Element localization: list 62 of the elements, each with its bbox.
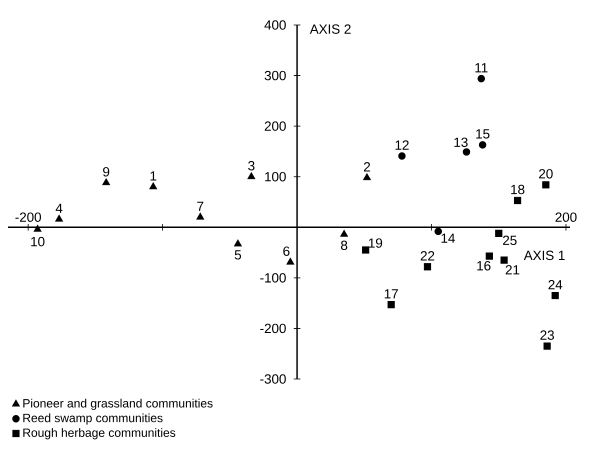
annotation: 14 [442, 234, 455, 243]
point [434, 228, 442, 236]
annotation: 16 [477, 261, 490, 270]
point [478, 141, 486, 149]
point [478, 74, 486, 82]
point [196, 212, 204, 220]
annotation: 17 [384, 289, 398, 298]
annotation: 4 [56, 204, 62, 213]
annotation: 19 [368, 238, 382, 248]
point [495, 230, 502, 237]
annotation: 5 [234, 250, 242, 260]
y-tick-label: 100 [265, 172, 286, 182]
point [544, 342, 551, 350]
y-tick-label: 400 [264, 20, 286, 30]
y-tick-label: -200 [260, 324, 286, 334]
point [234, 239, 242, 246]
annotation: 25 [503, 236, 517, 246]
annotation: 21 [506, 265, 520, 274]
annotation: 8 [341, 240, 348, 250]
point [286, 258, 294, 265]
annotation: 13 [454, 138, 468, 147]
annotation: 23 [540, 330, 554, 340]
point [362, 246, 370, 254]
point [462, 148, 470, 156]
point [514, 196, 522, 204]
x-axis-title: AXIS 1 [524, 250, 565, 260]
annotation: 10 [31, 236, 44, 246]
annotation: 12 [396, 140, 409, 150]
point [542, 181, 550, 188]
annotation: 20 [539, 169, 553, 179]
y-axis-title: AXIS 2 [310, 24, 351, 34]
annotation: 9 [103, 167, 110, 177]
point [247, 172, 256, 180]
annotation: 6 [283, 246, 290, 256]
annotation: 2 [364, 162, 370, 172]
annotation: 22 [420, 251, 434, 260]
y-tick-label: -100 [260, 273, 286, 283]
point [424, 263, 432, 270]
legend-label: Rough herbage communities [23, 428, 176, 440]
point [34, 224, 42, 232]
point [102, 178, 110, 186]
annotation: 11 [475, 63, 488, 72]
legend-label: Reed swamp communities [23, 413, 163, 425]
legend-label: Pioneer and grassland communities [23, 398, 213, 410]
annotation: 1 [150, 171, 156, 181]
annotation: 15 [476, 129, 490, 139]
annotation: 18 [511, 184, 524, 194]
y-tick-label: 200 [264, 121, 286, 131]
point [149, 182, 158, 190]
point [398, 152, 406, 160]
point [340, 230, 348, 237]
point [500, 256, 508, 264]
annotation: 24 [548, 280, 562, 290]
point [363, 173, 371, 180]
annotation: 3 [248, 161, 254, 170]
y-tick-label: -300 [260, 374, 286, 384]
point [55, 214, 64, 222]
point [486, 252, 493, 260]
annotation: 7 [197, 202, 204, 211]
point [388, 301, 395, 308]
point [552, 292, 559, 300]
y-tick-label: 300 [264, 70, 286, 80]
